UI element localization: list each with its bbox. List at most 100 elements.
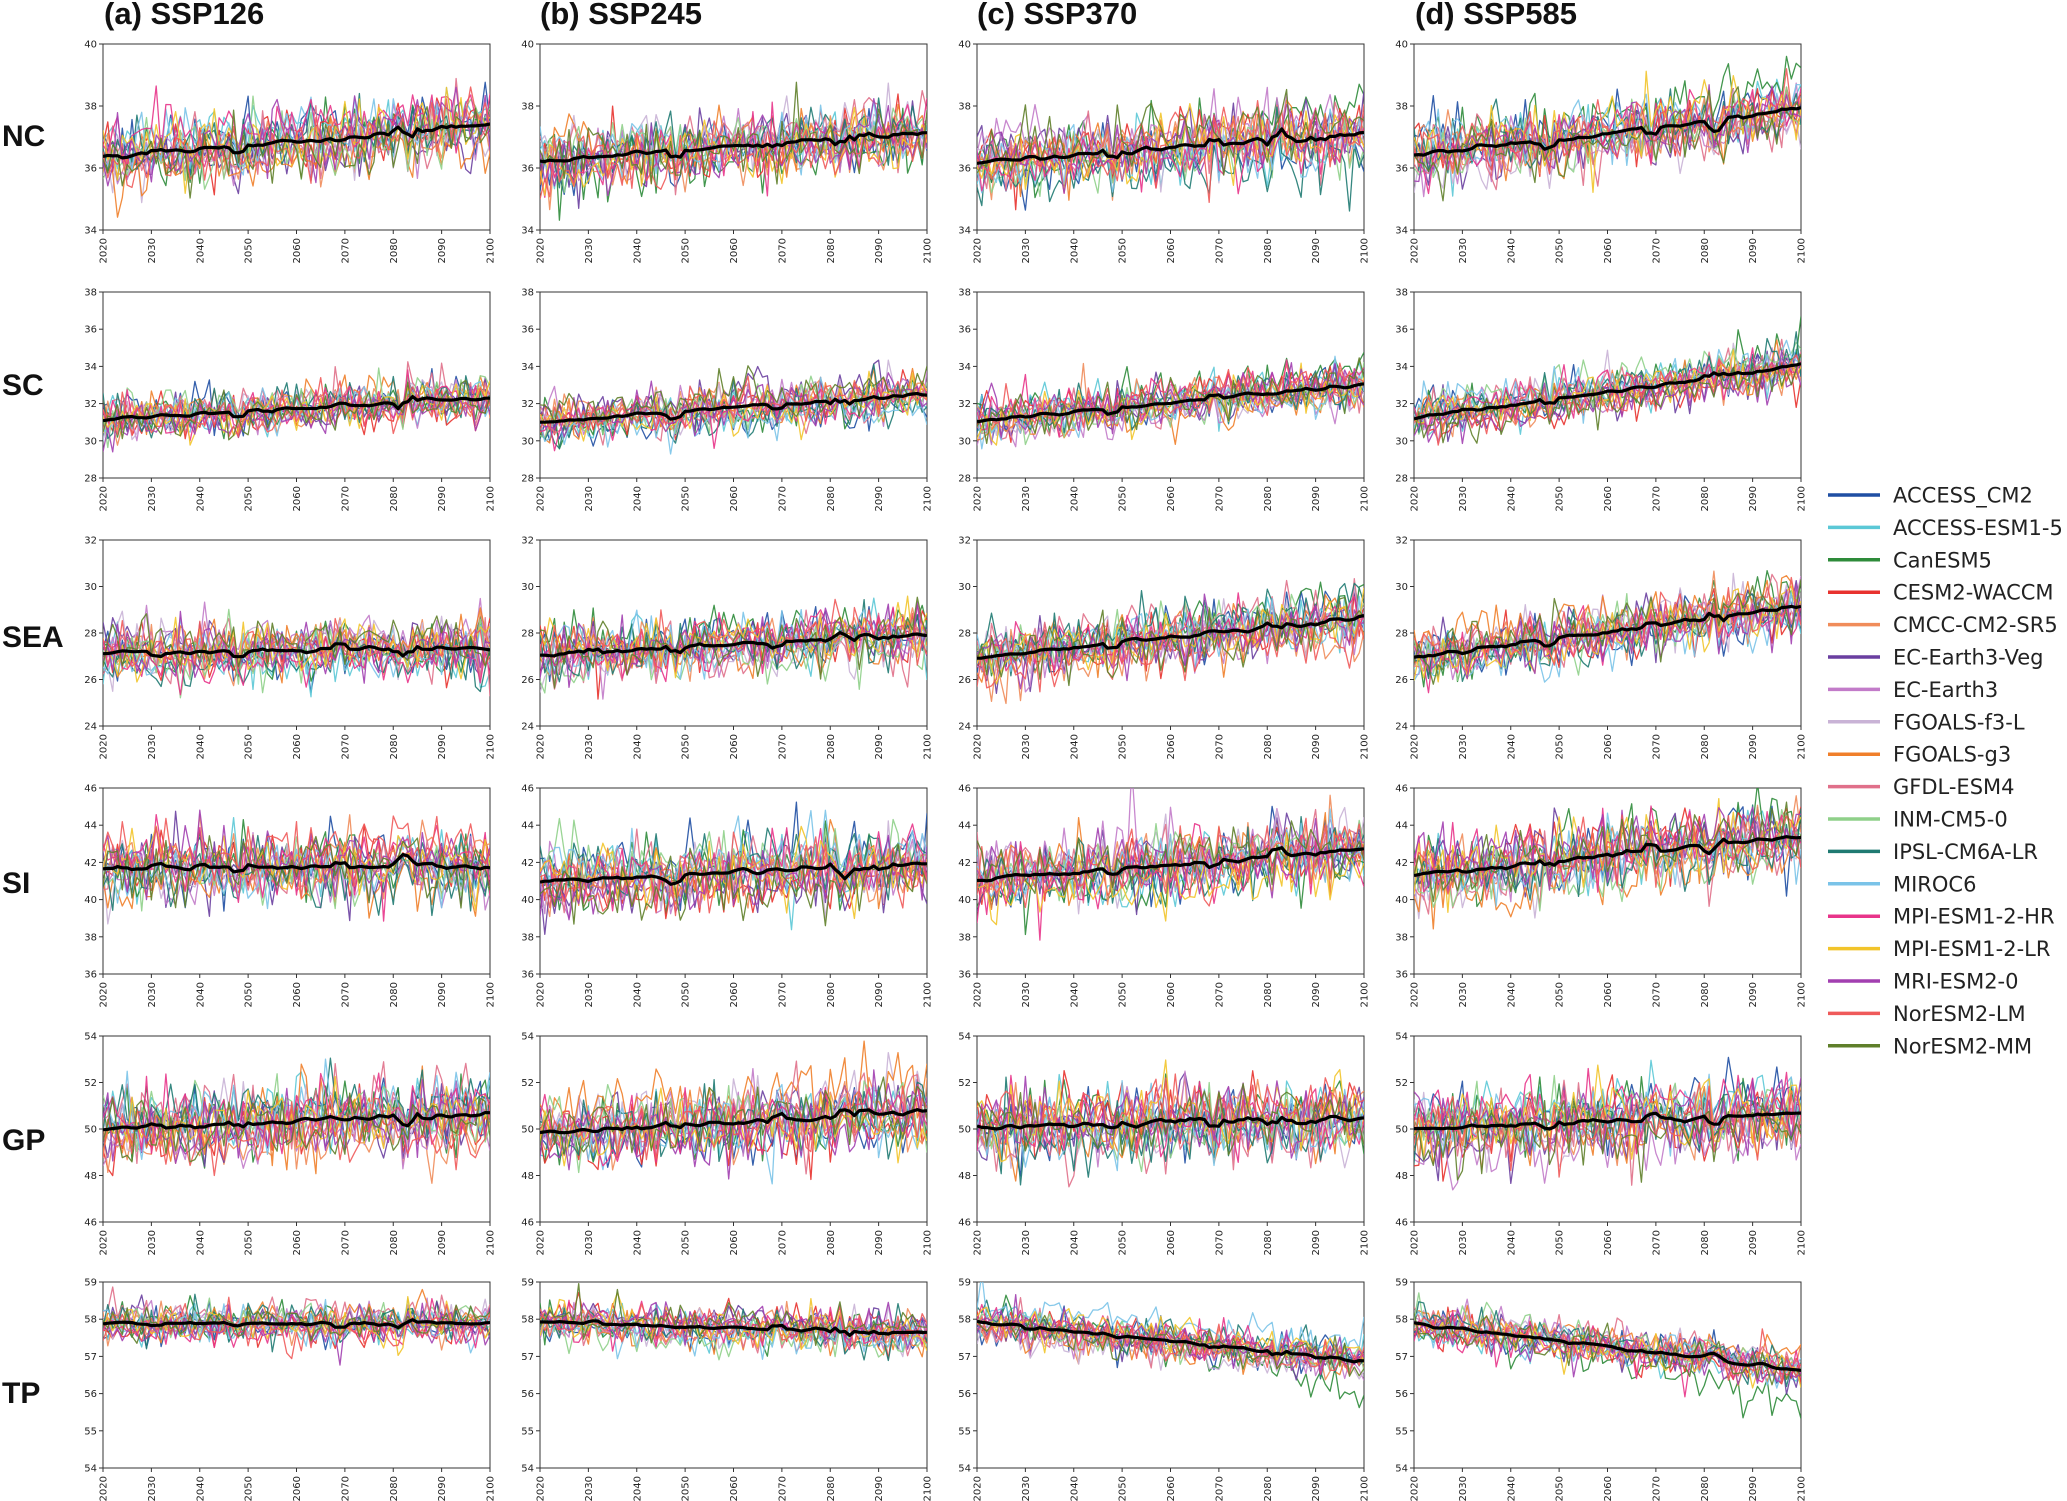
x-tick-label: 2090 [1311,982,1322,1007]
series-line-mri-esm2-0 [540,834,927,921]
y-tick-label: 36 [1395,970,1408,981]
series-line-noresm2-mm [103,106,490,199]
x-tick-label: 2080 [389,734,400,759]
x-tick-label: 2060 [1166,982,1177,1007]
x-tick-label: 2030 [147,486,158,511]
x-tick-label: 2060 [1603,486,1614,511]
x-tick-label: 2080 [826,1230,837,1255]
y-tick-label: 30 [84,436,97,447]
x-tick-label: 2100 [1360,238,1371,263]
x-tick-label: 2040 [195,486,206,511]
x-tick-label: 2050 [244,1230,255,1255]
x-tick-label: 2030 [147,982,158,1007]
x-tick-label: 2060 [1603,1476,1614,1501]
panel-tp-ssp585: 54 55 56 57 58 59 2020 2030 2040 2050 2060 2070 2080… [1395,1278,1807,1501]
x-tick-label: 2070 [1214,238,1225,263]
series-line-noresm2-lm [1414,814,1801,901]
y-tick-label: 38 [84,288,97,299]
x-tick-label: 2080 [1263,982,1274,1007]
y-tick-label: 57 [84,1352,97,1363]
x-tick-label: 2020 [1410,238,1421,263]
x-tick-label: 2030 [584,238,595,263]
y-tick-label: 57 [958,1352,971,1363]
series-line-noresm2-mm [1414,1099,1801,1183]
x-tick-label: 2050 [244,734,255,759]
legend-label: NorESM2-LM [1893,1002,2026,1026]
x-tick-label: 2090 [1748,486,1759,511]
column-title-ssp245: (b) SSP245 [540,0,702,31]
x-tick-label: 2020 [536,238,547,263]
legend-label: NorESM2-MM [1893,1034,2032,1058]
x-tick-label: 2090 [874,238,885,263]
row-label-sc: SC [2,369,44,402]
x-tick-label: 2060 [292,486,303,511]
series-group [977,352,1364,450]
legend-item: NorESM2-LM [1828,1002,2026,1026]
ensemble-mean-line [540,131,927,164]
ensemble-mean-line [1414,362,1801,421]
y-tick-label: 28 [958,474,971,485]
x-tick-label: 2060 [1166,1476,1177,1501]
x-tick-label: 2020 [99,486,110,511]
series-line-noresm2-mm [977,1083,1364,1156]
x-tick-label: 2070 [1651,982,1662,1007]
y-tick-label: 58 [958,1315,971,1326]
ensemble-mean-line [977,1114,1364,1131]
series-group [977,83,1364,212]
legend-item: EC-Earth3 [1828,678,1998,702]
x-tick-label: 2050 [1555,238,1566,263]
row-label-gp: GP [2,1124,45,1157]
x-tick-label: 2030 [1021,1230,1032,1255]
x-tick-label: 2100 [1797,1230,1808,1255]
y-tick-label: 36 [958,970,971,981]
ensemble-mean-line [103,122,490,160]
series-line-mpi-esm1-2-hr [103,627,490,696]
series-line-noresm2-mm [1414,579,1801,685]
x-tick-label: 2090 [1748,734,1759,759]
y-tick-label: 36 [521,970,534,981]
x-tick-label: 2040 [1069,486,1080,511]
x-tick-label: 2070 [777,486,788,511]
series-group [540,595,927,700]
y-tick-label: 36 [84,164,97,175]
x-tick-label: 2070 [1214,734,1225,759]
y-tick-label: 38 [1395,932,1408,943]
x-tick-label: 2070 [777,238,788,263]
y-tick-label: 32 [1395,399,1408,410]
y-tick-label: 44 [84,821,97,832]
y-tick-label: 38 [958,288,971,299]
x-tick-label: 2030 [1458,1230,1469,1255]
x-tick-label: 2080 [389,486,400,511]
x-tick-label: 2030 [147,734,158,759]
y-tick-label: 32 [958,399,971,410]
series-line-mri-esm2-0 [1414,349,1801,445]
x-tick-label: 2090 [437,1230,448,1255]
x-tick-label: 2070 [340,1476,351,1501]
x-tick-label: 2050 [244,982,255,1007]
series-line-noresm2-lm [977,100,1364,204]
y-tick-label: 30 [521,582,534,593]
x-tick-label: 2090 [437,238,448,263]
legend-label: CESM2-WACCM [1893,581,2054,605]
x-tick-label: 2030 [1021,1476,1032,1501]
x-tick-label: 2080 [826,1476,837,1501]
y-tick-label: 58 [521,1315,534,1326]
x-tick-label: 2050 [1555,486,1566,511]
x-tick-label: 2080 [389,1230,400,1255]
y-tick-label: 42 [521,858,534,869]
x-tick-label: 2050 [681,1230,692,1255]
x-tick-label: 2070 [1651,1476,1662,1501]
x-tick-label: 2040 [632,734,643,759]
x-tick-label: 2080 [826,238,837,263]
y-tick-label: 38 [1395,288,1408,299]
x-tick-label: 2090 [437,734,448,759]
x-tick-label: 2040 [632,1476,643,1501]
series-line-noresm2-mm [103,613,490,668]
row-label-nc: NC [2,120,45,153]
y-tick-label: 59 [1395,1278,1408,1289]
x-tick-label: 2050 [1118,238,1129,263]
y-tick-label: 54 [1395,1032,1408,1043]
x-tick-label: 2070 [777,1476,788,1501]
y-tick-label: 34 [84,226,97,237]
series-line-mpi-esm1-2-lr [103,1076,490,1157]
